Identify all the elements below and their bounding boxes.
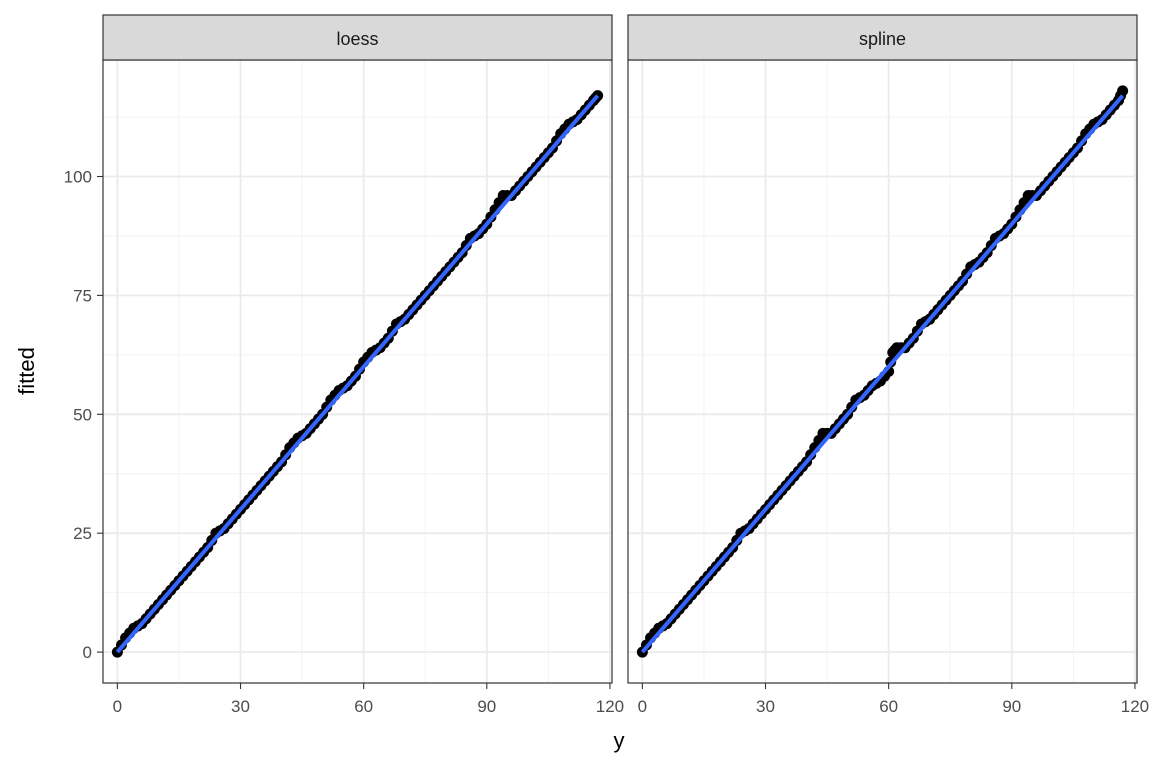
smooth-fit-line bbox=[640, 94, 1125, 654]
x-tick-label: 0 bbox=[638, 697, 647, 716]
y-tick-label: 100 bbox=[64, 168, 92, 187]
y-tick-label: 25 bbox=[73, 524, 92, 543]
x-tick-label: 90 bbox=[1002, 697, 1021, 716]
smooth-fit-line bbox=[115, 94, 600, 654]
x-tick-label: 60 bbox=[879, 697, 898, 716]
facet-strip-label: loess bbox=[336, 29, 378, 49]
x-tick-label: 0 bbox=[113, 697, 122, 716]
y-tick-label: 50 bbox=[73, 405, 92, 424]
x-tick-label: 120 bbox=[596, 697, 624, 716]
facet-strip bbox=[102, 14, 613, 61]
facet-strip bbox=[627, 14, 1138, 61]
panels-layer: 0 25 50 75 100 loess 0 30 60 90 120 spline 0 30 60 90 12… bbox=[64, 14, 1149, 716]
facet-strip-label: spline bbox=[859, 29, 906, 49]
x-tick-label: 30 bbox=[231, 697, 250, 716]
x-tick-label: 90 bbox=[477, 697, 496, 716]
y-tick-label: 75 bbox=[73, 286, 92, 305]
y-axis-title: fitted bbox=[14, 347, 39, 395]
facet-panel-loess: loess 0 30 60 90 120 bbox=[102, 14, 624, 716]
x-tick-label: 30 bbox=[756, 697, 775, 716]
y-tick-label: 0 bbox=[83, 643, 92, 662]
facet-panel-spline: spline 0 30 60 90 120 bbox=[627, 14, 1149, 716]
x-tick-label: 120 bbox=[1121, 697, 1149, 716]
x-axis-title: y bbox=[614, 728, 625, 753]
x-tick-label: 60 bbox=[354, 697, 373, 716]
